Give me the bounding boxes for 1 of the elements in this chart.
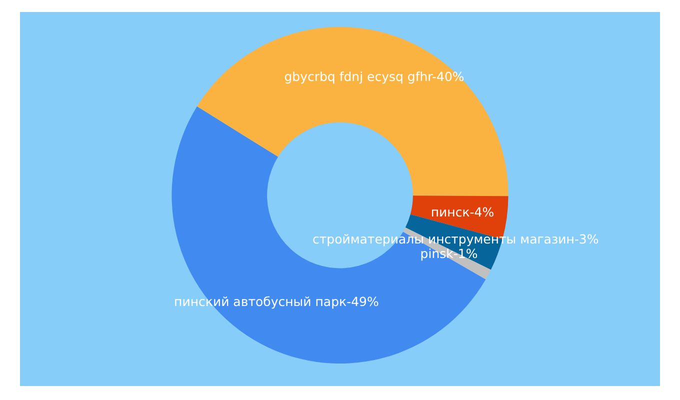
slice-label: пинск-4% [430, 204, 494, 220]
